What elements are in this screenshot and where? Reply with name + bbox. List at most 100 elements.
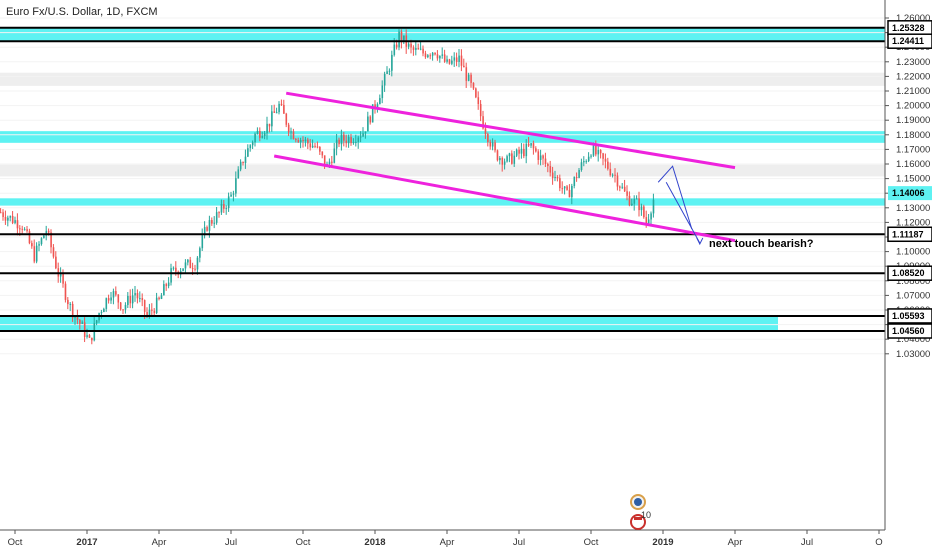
price-tag-4[interactable] [887,265,932,281]
candle [599,149,602,159]
candle [369,115,372,125]
price-tag-6[interactable] [887,323,932,339]
candle-body [359,136,362,138]
price-tag-3[interactable] [887,226,932,243]
candle [508,152,511,163]
candle-body [352,141,355,144]
candle [547,162,549,173]
candle [388,68,391,75]
candle [50,229,52,254]
candle-body [367,116,369,132]
candle [59,267,62,283]
candle [479,100,482,122]
candle [652,193,655,218]
candle [568,184,571,198]
candle-body [525,143,528,157]
candle-body [614,174,616,176]
candle [362,127,364,138]
candle [81,320,84,325]
candle-body [244,156,247,163]
candle-body [290,131,292,133]
candle [160,293,163,300]
candle-body [475,88,477,98]
candle-body [645,217,648,224]
price-tag-1[interactable] [887,33,932,49]
candle-body [369,116,372,123]
candle-body [273,111,276,113]
candle [566,185,568,191]
candle [427,54,429,59]
candle-body [165,284,168,287]
candle-body [583,161,585,163]
candle-body [479,103,482,117]
candle [199,246,201,263]
x-axis-panel[interactable] [0,530,932,550]
candle [88,333,91,339]
candle [273,104,276,113]
candle-body [189,259,192,269]
candle [381,80,384,104]
candle [35,242,38,264]
candle [290,127,292,140]
candle-body [499,158,501,161]
candle [535,146,537,153]
channel-line-1[interactable] [273,154,736,243]
candle [554,170,556,182]
candle [542,154,544,165]
candle [170,263,172,286]
candle-body [383,74,386,86]
candle-body [455,57,458,62]
candle [316,141,319,149]
candle-body [539,155,542,160]
candle [184,259,187,273]
candle [398,29,400,51]
projection-arrow-0[interactable] [657,165,693,230]
candle [494,139,496,153]
candle [345,134,348,148]
price-tag-5[interactable] [887,308,932,324]
candle-body [623,186,626,192]
candle-body [434,52,436,55]
candle-body [484,128,487,135]
candle-body [607,161,609,169]
candle [609,162,612,177]
candle-body [115,291,117,295]
candle-body [573,176,576,186]
y-tick-label-22: 1.04000 [896,334,930,345]
y-tick-label-5: 1.21000 [896,86,930,97]
candle [122,309,124,315]
candle-body [575,176,578,178]
candle-body [304,139,307,142]
candle [532,140,535,155]
candle-body [316,146,319,148]
candle-body [331,161,333,163]
event-badge[interactable]: 10 [630,494,651,530]
candle-body [100,312,103,314]
candle [635,195,638,200]
candle [460,49,463,72]
candle [280,99,283,107]
candle [103,307,105,313]
channel-line-0[interactable] [285,91,736,170]
candle-body [388,70,391,72]
candle [321,151,324,159]
candle-body [597,149,600,155]
candle-body [551,172,554,179]
candle-body [587,156,590,162]
drawings-layer [273,91,736,246]
candle-body [465,67,468,81]
candle [259,127,261,142]
candle-body [439,55,441,59]
candle-body [628,195,631,206]
candle-body [59,274,62,277]
candle [451,55,453,66]
candle-body [201,235,204,249]
price-tag-2[interactable] [888,186,932,201]
candle [2,209,4,221]
x-tick-label-6: Apr [440,537,455,548]
price-tag-label-2: 1.14006 [892,188,925,198]
candle-body [71,303,74,318]
candle-body [427,55,429,58]
